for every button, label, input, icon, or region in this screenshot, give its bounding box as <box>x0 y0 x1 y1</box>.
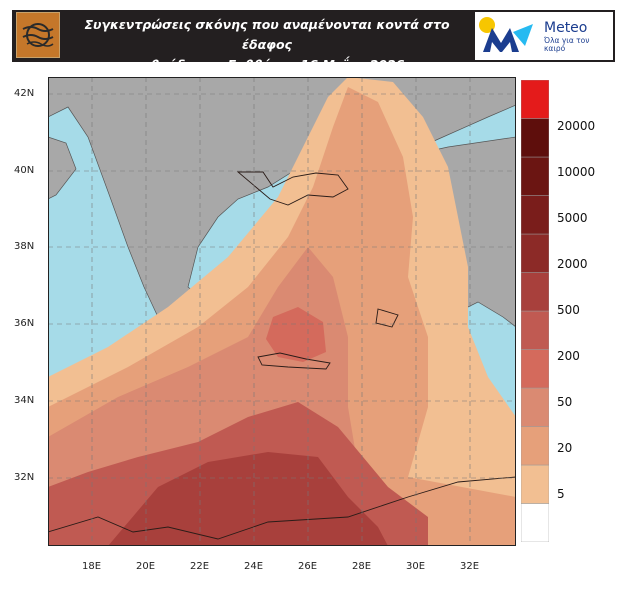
lat-label: 38N <box>14 241 35 252</box>
legend-label: 2000 <box>557 257 588 271</box>
lon-label: 18E <box>82 561 102 572</box>
dust-plume <box>48 77 516 546</box>
legend-label: 5 <box>557 487 565 501</box>
lon-label: 32E <box>460 561 480 572</box>
lat-label: 42N <box>14 88 35 99</box>
lon-label: 22E <box>190 561 210 572</box>
legend-label: 10000 <box>557 165 596 179</box>
lat-label: 34N <box>14 395 35 406</box>
lat-label: 36N <box>14 318 35 329</box>
legend-swatch <box>521 118 549 158</box>
lon-label: 24E <box>244 561 264 572</box>
lon-label: 26E <box>298 561 318 572</box>
legend-colorbar <box>521 80 549 542</box>
legend-swatch <box>521 272 549 312</box>
sun-icon <box>479 17 495 33</box>
legend-swatch <box>521 233 549 273</box>
legend-swatch <box>521 310 549 350</box>
dust-logo-icon <box>16 12 60 58</box>
legend-swatch <box>521 426 549 466</box>
legend-swatch <box>521 349 549 389</box>
legend-label: 50 <box>557 395 573 409</box>
legend-label: 20000 <box>557 119 596 133</box>
brand-tagline: Όλα για τον καιρό <box>544 36 590 53</box>
lon-label: 30E <box>406 561 426 572</box>
legend-label: 200 <box>557 349 580 363</box>
legend-swatch <box>521 195 549 235</box>
legend-swatch <box>521 156 549 196</box>
legend-label: 500 <box>557 303 580 317</box>
legend-swatch <box>521 80 549 119</box>
legend-swatch <box>521 464 549 504</box>
legend-swatch <box>521 387 549 427</box>
lat-label: 32N <box>14 472 35 483</box>
legend-label: 5000 <box>557 211 588 225</box>
dust-concentration-map <box>48 77 516 546</box>
lat-label: 40N <box>14 165 35 176</box>
page-title: Συγκεντρώσεις σκόνης που αναμένονται κον… <box>62 12 472 72</box>
lon-label: 28E <box>352 561 372 572</box>
land-italy <box>48 136 77 200</box>
legend-swatch <box>521 503 549 542</box>
lon-label: 20E <box>136 561 156 572</box>
gridlines <box>48 77 516 546</box>
title-line-2: το βράδυ του Σαββάτου 16 Μαΐου 2026 <box>129 57 405 72</box>
meteo-logo <box>475 12 613 60</box>
brand-name: Meteo <box>544 20 588 36</box>
coastlines <box>48 171 516 540</box>
title-line-1: Συγκεντρώσεις σκόνης που αναμένονται κον… <box>84 17 450 52</box>
legend-label: 20 <box>557 441 573 455</box>
